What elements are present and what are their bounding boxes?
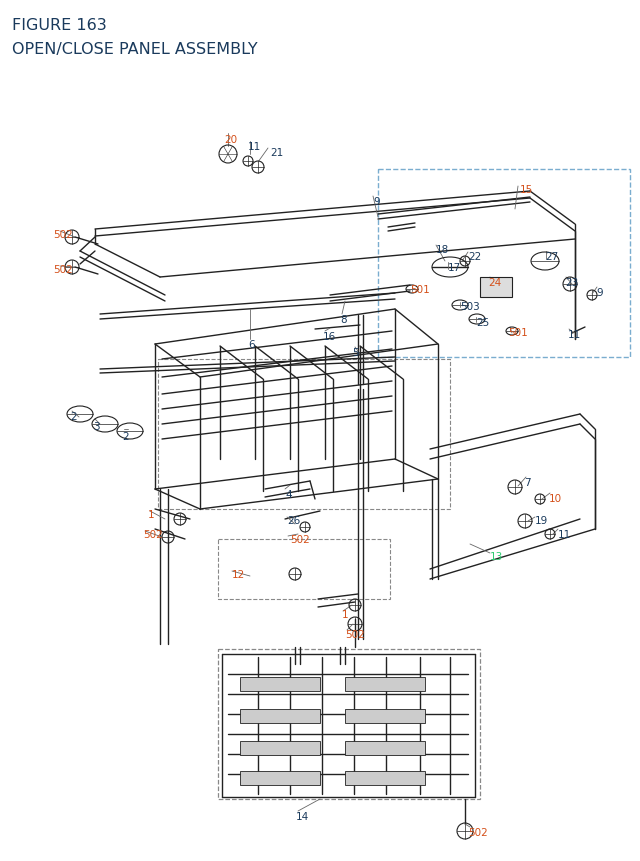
Text: 27: 27 bbox=[545, 251, 558, 262]
Text: 26: 26 bbox=[287, 516, 300, 525]
Text: 10: 10 bbox=[549, 493, 562, 504]
Text: 2: 2 bbox=[70, 412, 77, 422]
Text: 11: 11 bbox=[568, 330, 581, 339]
Text: 7: 7 bbox=[524, 478, 531, 487]
Bar bbox=[218, 539, 390, 599]
Text: 501: 501 bbox=[508, 328, 528, 338]
Text: 21: 21 bbox=[270, 148, 284, 158]
Text: 6: 6 bbox=[248, 339, 255, 350]
Text: 1: 1 bbox=[342, 610, 349, 619]
Bar bbox=[218, 649, 480, 799]
Bar bbox=[158, 360, 450, 510]
Text: 20: 20 bbox=[224, 135, 237, 145]
Text: 13: 13 bbox=[490, 551, 503, 561]
Text: 503: 503 bbox=[460, 301, 480, 312]
FancyBboxPatch shape bbox=[345, 678, 425, 691]
FancyBboxPatch shape bbox=[240, 678, 320, 691]
Text: 19: 19 bbox=[535, 516, 548, 525]
Text: 2: 2 bbox=[122, 431, 129, 442]
Text: 11: 11 bbox=[248, 142, 261, 152]
Text: 502: 502 bbox=[345, 629, 365, 639]
FancyBboxPatch shape bbox=[345, 741, 425, 755]
Text: 502: 502 bbox=[53, 264, 73, 275]
Text: 17: 17 bbox=[448, 263, 461, 273]
Text: 16: 16 bbox=[323, 331, 336, 342]
Text: 502: 502 bbox=[143, 530, 163, 539]
FancyBboxPatch shape bbox=[240, 771, 320, 785]
Text: 502: 502 bbox=[290, 535, 310, 544]
Text: 18: 18 bbox=[436, 245, 449, 255]
FancyBboxPatch shape bbox=[240, 741, 320, 755]
Text: 4: 4 bbox=[285, 489, 292, 499]
Text: FIGURE 163: FIGURE 163 bbox=[12, 18, 107, 33]
Text: 14: 14 bbox=[296, 811, 309, 821]
FancyBboxPatch shape bbox=[480, 278, 512, 298]
FancyBboxPatch shape bbox=[345, 771, 425, 785]
Text: 24: 24 bbox=[488, 278, 501, 288]
Text: 23: 23 bbox=[565, 278, 579, 288]
Text: 25: 25 bbox=[476, 318, 489, 328]
Text: 3: 3 bbox=[93, 422, 100, 431]
Text: 12: 12 bbox=[232, 569, 245, 579]
Text: 9: 9 bbox=[373, 197, 380, 207]
Text: 15: 15 bbox=[520, 185, 533, 195]
Bar bbox=[378, 170, 630, 357]
Text: 22: 22 bbox=[468, 251, 481, 262]
Text: 8: 8 bbox=[340, 314, 347, 325]
Text: 502: 502 bbox=[468, 827, 488, 837]
Text: OPEN/CLOSE PANEL ASSEMBLY: OPEN/CLOSE PANEL ASSEMBLY bbox=[12, 42, 258, 57]
Text: 501: 501 bbox=[410, 285, 429, 294]
Text: 11: 11 bbox=[558, 530, 572, 539]
Text: 5: 5 bbox=[352, 348, 358, 357]
FancyBboxPatch shape bbox=[345, 709, 425, 723]
FancyBboxPatch shape bbox=[240, 709, 320, 723]
Text: 9: 9 bbox=[596, 288, 603, 298]
Text: 502: 502 bbox=[53, 230, 73, 239]
Text: 1: 1 bbox=[148, 510, 155, 519]
